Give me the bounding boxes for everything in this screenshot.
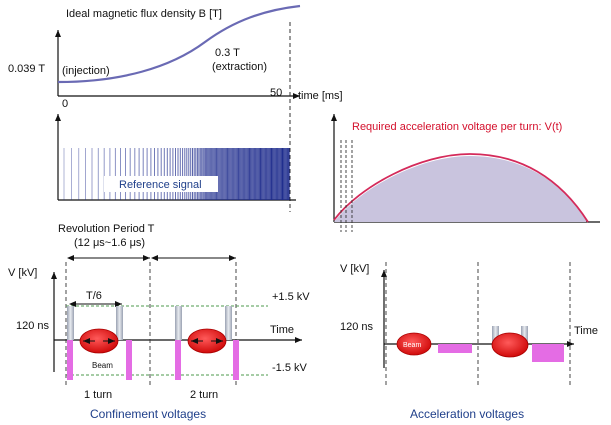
revolution-period: Revolution Period T (12 μs~1.6 μs): [58, 223, 236, 261]
acc-ns-label: 120 ns: [340, 321, 374, 333]
reference-label-bg: [104, 176, 218, 192]
confinement-diagram: V [kV] 120 ns Time +1.5 kV -1.5 kV T/6 B: [8, 262, 310, 421]
acc-beam-2: [491, 332, 529, 358]
period-title: Revolution Period T: [58, 223, 155, 235]
voltage-plot: Required acceleration voltage per turn: …: [331, 114, 600, 232]
acc-gate-2: [521, 326, 528, 344]
conf-t6-label: T/6: [86, 290, 102, 302]
voltage-fill: [334, 156, 586, 222]
flux-time-label: time [ms]: [298, 90, 343, 102]
conf-pulse-1a: [67, 340, 73, 380]
conf-gate-1a: [67, 306, 74, 340]
reference-bars: [63, 148, 290, 200]
acceleration-diagram: V [kV] 120 ns Time Beam Acceleration vol…: [340, 262, 598, 421]
flux-injection-label: (injection): [62, 65, 110, 77]
reference-label: Reference signal: [119, 179, 202, 191]
conf-pos-kv: +1.5 kV: [272, 291, 310, 303]
acc-gate-1: [492, 326, 499, 344]
flux-low-value: 0.039 T: [8, 63, 45, 75]
conf-beam-2: [187, 328, 227, 354]
conf-beam-label: Beam: [92, 361, 113, 370]
voltage-curve: [333, 153, 589, 223]
flux-x-zero: 0: [62, 98, 68, 110]
conf-neg-kv: -1.5 kV: [272, 362, 308, 374]
acc-time-label: Time: [574, 325, 598, 337]
period-range: (12 μs~1.6 μs): [74, 237, 145, 249]
conf-turn1: 1 turn: [84, 389, 112, 401]
conf-caption: Confinement voltages: [90, 407, 206, 421]
flux-curve: [57, 4, 301, 84]
conf-v-axis-label: V [kV]: [8, 267, 37, 279]
conf-ns-label: 120 ns: [16, 320, 50, 332]
conf-beam-1: [79, 328, 119, 354]
acc-v-axis-label: V [kV]: [340, 263, 369, 275]
voltage-title: Required acceleration voltage per turn: …: [352, 121, 562, 133]
flux-title: Ideal magnetic flux density B [T]: [66, 8, 222, 20]
reference-signal-plot: Reference signal: [55, 114, 296, 201]
acc-pulse-1: [438, 344, 472, 353]
conf-time-label: Time: [270, 324, 294, 336]
conf-gate-1b: [116, 306, 123, 340]
flux-extraction-label: (extraction): [212, 61, 267, 73]
flux-high-value: 0.3 T: [215, 47, 240, 59]
conf-turn2: 2 turn: [190, 389, 218, 401]
conf-pulse-2a: [175, 340, 181, 380]
acc-caption: Acceleration voltages: [410, 407, 524, 421]
conf-gate-2a: [175, 306, 182, 340]
acc-pulse-2: [532, 344, 564, 362]
conf-pulse-2b: [233, 340, 239, 380]
flux-x-fifty: 50: [270, 87, 282, 99]
acc-beam-label: Beam: [403, 342, 421, 349]
conf-pulse-1b: [126, 340, 132, 380]
flux-density-plot: Ideal magnetic flux density B [T] 0.039 …: [8, 4, 343, 110]
conf-gate-2b: [225, 306, 232, 340]
acc-beam-1: [396, 332, 432, 356]
